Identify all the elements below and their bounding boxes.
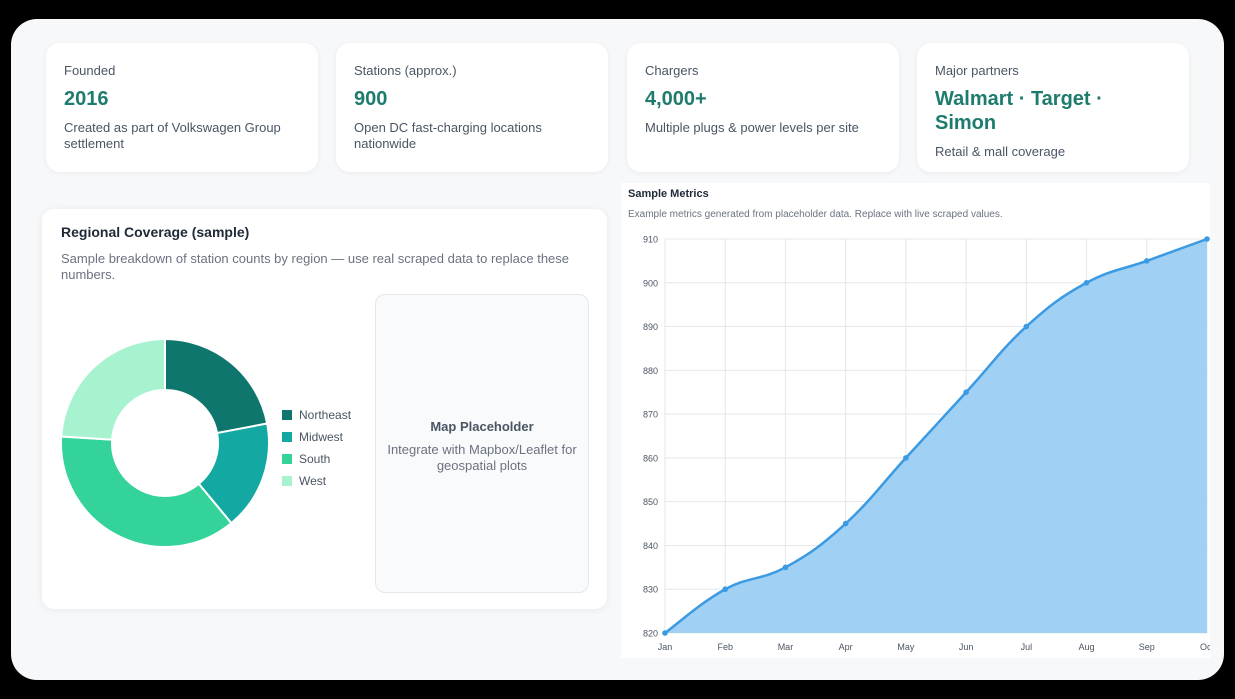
x-tick-label: Mar xyxy=(778,642,794,652)
metrics-title: Sample Metrics xyxy=(628,188,709,200)
y-tick-label: 860 xyxy=(643,453,658,463)
data-point-jun[interactable] xyxy=(963,389,969,396)
legend-item-west[interactable]: West xyxy=(282,470,351,492)
map-placeholder-subtitle: Integrate with Mapbox/Leaflet for geospa… xyxy=(387,442,577,473)
y-tick-label: 830 xyxy=(643,585,658,595)
x-tick-label: Jun xyxy=(959,642,974,652)
y-tick-label: 850 xyxy=(643,497,658,507)
metrics-subtitle: Example metrics generated from placehold… xyxy=(628,209,1003,220)
donut-chart xyxy=(61,339,270,548)
data-point-apr[interactable] xyxy=(842,520,849,527)
x-tick-label: Jan xyxy=(658,642,673,652)
stat-label: Stations (approx.) xyxy=(354,63,457,78)
stat-label: Chargers xyxy=(645,63,699,78)
y-tick-label: 890 xyxy=(643,322,658,332)
regional-coverage-card: Regional Coverage (sample) Sample breakd… xyxy=(42,209,607,609)
x-tick-label: Sep xyxy=(1139,642,1155,652)
stat-card-founded: Founded 2016 Created as part of Volkswag… xyxy=(46,43,318,172)
stat-card-partners: Major partners Walmart · Target · Simon … xyxy=(917,43,1189,172)
area-fill xyxy=(665,239,1207,633)
stat-label: Major partners xyxy=(935,63,1019,78)
data-point-oct[interactable] xyxy=(1204,236,1210,242)
legend-swatch xyxy=(282,476,292,486)
stat-desc: Multiple plugs & power levels per site xyxy=(645,120,859,135)
donut-slice-west xyxy=(61,339,166,441)
sample-metrics-card: 820 830 840 850 860 870 880 890 900 910 Jan Feb Mar A… xyxy=(621,183,1210,658)
x-tick-label: Apr xyxy=(839,642,853,652)
regional-title: Regional Coverage (sample) xyxy=(61,224,250,240)
y-tick-label: 820 xyxy=(643,629,658,639)
stat-value: 900 xyxy=(354,88,388,110)
y-tick-label: 840 xyxy=(643,541,658,551)
legend-label: South xyxy=(299,452,331,466)
stat-desc: Retail & mall coverage xyxy=(935,144,1066,159)
area-chart: 820 830 840 850 860 870 880 890 900 910 Jan Feb Mar A… xyxy=(643,235,1210,653)
legend-swatch xyxy=(282,454,292,464)
map-placeholder-title: Map Placeholder xyxy=(430,419,534,434)
donut-slice-northeast xyxy=(164,339,269,435)
legend-item-south[interactable]: South xyxy=(282,448,351,470)
x-tick-label: Aug xyxy=(1079,642,1095,652)
y-tick-label: 900 xyxy=(643,278,658,288)
data-point-jul[interactable] xyxy=(1023,323,1030,330)
y-tick-label: 870 xyxy=(643,410,658,420)
x-tick-label: Oct xyxy=(1200,642,1210,652)
regional-subtitle: Sample breakdown of station counts by re… xyxy=(61,251,570,282)
stat-desc: Open DC fast-charging locations nationwi… xyxy=(354,120,542,151)
x-tick-label: Feb xyxy=(717,642,733,652)
stat-label: Founded xyxy=(64,63,116,78)
x-tick-label: May xyxy=(897,642,915,652)
stat-desc: Created as part of Volkswagen Group sett… xyxy=(64,120,281,151)
data-point-jan[interactable] xyxy=(662,630,668,636)
data-point-sep[interactable] xyxy=(1143,258,1150,264)
series-line xyxy=(664,237,1208,635)
legend-item-midwest[interactable]: Midwest xyxy=(282,426,351,448)
data-point-aug[interactable] xyxy=(1083,279,1090,286)
stat-value: Walmart · Target · Simon xyxy=(935,88,1103,134)
legend-label: West xyxy=(299,474,327,488)
legend-swatch xyxy=(282,432,292,442)
legend-label: Midwest xyxy=(299,430,344,444)
data-point-mar[interactable] xyxy=(782,564,789,571)
stat-card-stations: Stations (approx.) 900 Open DC fast-char… xyxy=(336,43,608,172)
donut-legend: Northeast Midwest South West xyxy=(282,404,351,492)
stat-card-chargers: Chargers 4,000+ Multiple plugs & power l… xyxy=(627,43,899,172)
y-tick-label: 910 xyxy=(643,235,658,245)
y-tick-label: 880 xyxy=(643,366,658,376)
data-point-may[interactable] xyxy=(903,455,909,461)
data-point-feb[interactable] xyxy=(722,586,729,593)
legend-swatch xyxy=(282,410,292,420)
stat-value: 2016 xyxy=(64,88,109,110)
stat-value: 4,000+ xyxy=(645,88,707,110)
legend-item-northeast[interactable]: Northeast xyxy=(282,404,351,426)
map-placeholder: Map Placeholder Integrate with Mapbox/Le… xyxy=(375,294,589,593)
legend-label: Northeast xyxy=(299,408,352,422)
donut-slice-south xyxy=(61,435,233,548)
dashboard-frame: Founded 2016 Created as part of Volkswag… xyxy=(11,19,1224,680)
x-tick-label: Jul xyxy=(1021,642,1033,652)
